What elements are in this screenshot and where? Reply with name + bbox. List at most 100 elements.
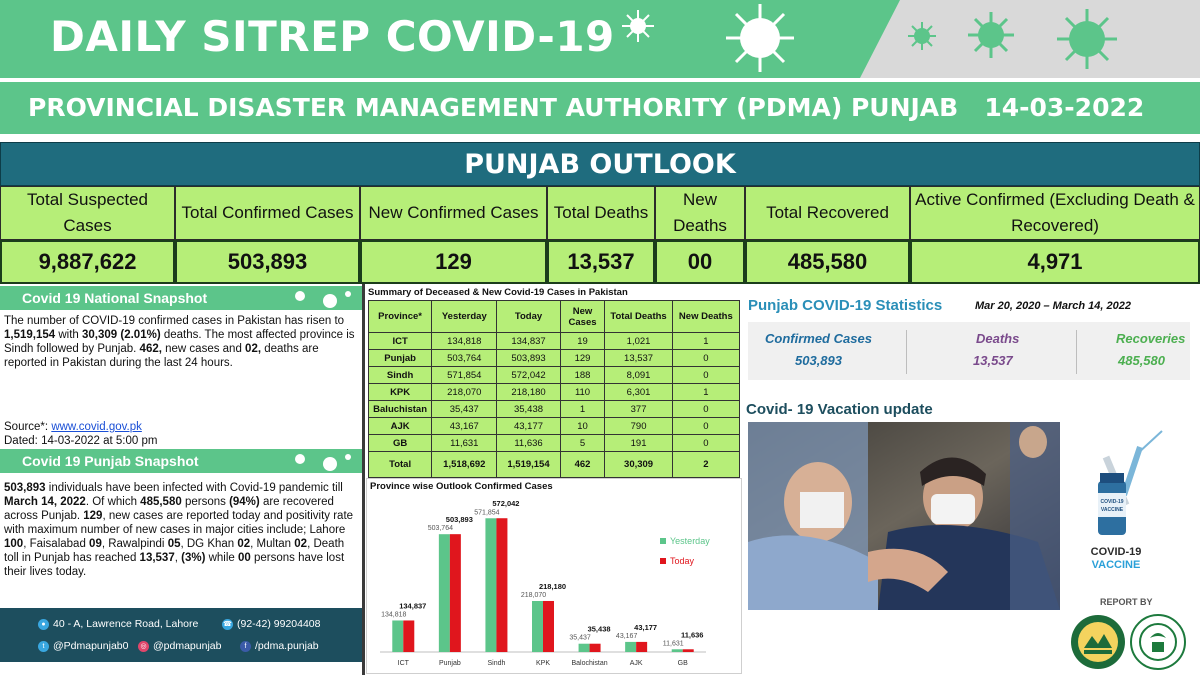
bar-yesterday bbox=[625, 641, 637, 652]
table-header: Yesterday bbox=[431, 300, 498, 333]
data-label: 218,180 bbox=[539, 582, 566, 591]
national-new-deaths: 02, bbox=[245, 343, 262, 355]
table-cell: 10 bbox=[559, 417, 606, 435]
table-cell: 218,180 bbox=[496, 383, 561, 401]
table-cell: 0 bbox=[671, 434, 741, 452]
table-header-row: Province* Yesterday Today New Cases Tota… bbox=[367, 300, 741, 333]
national-cases: 1,519,154 bbox=[4, 329, 56, 341]
instagram-handle[interactable]: @pdmapunjab bbox=[153, 640, 222, 652]
vial-text: VACCINE bbox=[1101, 507, 1124, 513]
report-date: 14-03-2022 bbox=[984, 93, 1145, 122]
vaccine-illustration: COVID-19 VACCINE COVID-19 VACCINE bbox=[1078, 425, 1168, 575]
table-cell: 1 bbox=[671, 383, 741, 401]
table-row: AJK 43,167 43,177 10 790 0 bbox=[367, 417, 741, 435]
bar-today bbox=[403, 620, 415, 652]
table-cell: 1 bbox=[671, 332, 741, 350]
punjab-outlook-table: PUNJAB OUTLOOK Total Suspected Cases Tot… bbox=[0, 142, 1200, 284]
legend-label: Yesterday bbox=[670, 536, 710, 546]
table-cell: 11,636 bbox=[496, 434, 561, 452]
punjab-stats-title: Punjab COVID-19 Statistics bbox=[748, 297, 943, 314]
instagram-item[interactable]: ◎ @pdmapunjab bbox=[138, 640, 221, 652]
address-item: ● 40 - A, Lawrence Road, Lahore bbox=[38, 618, 198, 630]
legend-swatch bbox=[660, 558, 666, 564]
table-cell: 8,091 bbox=[604, 366, 673, 384]
outlook-header-cell: Total Deaths bbox=[547, 186, 655, 240]
table-cell: Total bbox=[367, 451, 433, 478]
text-bold: 00 bbox=[238, 552, 251, 564]
table-cell: 218,070 bbox=[431, 383, 498, 401]
table-cell: 790 bbox=[604, 417, 673, 435]
data-label: 218,070 bbox=[521, 592, 546, 599]
page-title: DAILY SITREP COVID-19 bbox=[50, 12, 615, 61]
virus-dots-icon bbox=[295, 454, 351, 471]
virus-icon bbox=[1057, 9, 1117, 69]
text-bold: 02 bbox=[237, 538, 251, 550]
x-tick-label: Punjab bbox=[439, 660, 461, 667]
twitter-handle[interactable]: @Pdmapunjab0 bbox=[53, 640, 129, 652]
table-row: Baluchistan 35,437 35,438 1 377 0 bbox=[367, 400, 741, 418]
outlook-value-cell: 13,537 bbox=[547, 240, 655, 284]
twitter-item[interactable]: t @Pdmapunjab0 bbox=[38, 640, 128, 652]
bar-yesterday bbox=[578, 643, 590, 652]
table-cell: 43,177 bbox=[496, 417, 561, 435]
virus-icon bbox=[726, 4, 794, 72]
table-cell: 2 bbox=[671, 451, 741, 478]
table-row: Punjab 503,764 503,893 129 13,537 0 bbox=[367, 349, 741, 367]
outlook-title: PUNJAB OUTLOOK bbox=[0, 142, 1200, 186]
table-cell: Baluchistan bbox=[367, 400, 433, 418]
table-row: KPK 218,070 218,180 110 6,301 1 bbox=[367, 383, 741, 401]
data-label: 572,042 bbox=[492, 499, 519, 508]
table-cell: ICT bbox=[367, 332, 433, 350]
table-cell: 30,309 bbox=[604, 451, 673, 478]
stats-divider bbox=[1076, 330, 1077, 374]
table-cell: 35,438 bbox=[496, 400, 561, 418]
outlook-header-cell: New Confirmed Cases bbox=[360, 186, 547, 240]
table-cell: 503,893 bbox=[496, 349, 561, 367]
table-cell: 5 bbox=[559, 434, 606, 452]
table-row: Sindh 571,854 572,042 188 8,091 0 bbox=[367, 366, 741, 384]
text-span: , Faisalabad bbox=[23, 538, 90, 550]
table-cell: 0 bbox=[671, 366, 741, 384]
bar-yesterday bbox=[485, 518, 497, 652]
x-tick-label: Balochistan bbox=[571, 660, 607, 667]
table-cell: 129 bbox=[559, 349, 606, 367]
table-cell: 1,518,692 bbox=[431, 451, 498, 478]
bar-yesterday bbox=[532, 601, 543, 652]
phone-item: ☎ (92-42) 99204408 bbox=[222, 618, 320, 630]
recoveries-value: 485,580 bbox=[1118, 353, 1165, 368]
recoveries-label: Recoveries bbox=[1116, 331, 1186, 346]
table-cell: 1,519,154 bbox=[496, 451, 561, 478]
table-cell: KPK bbox=[367, 383, 433, 401]
vial-text: COVID-19 bbox=[1100, 499, 1123, 505]
vaccination-title: Covid- 19 Vacation update bbox=[746, 401, 933, 418]
outlook-value-cell: 503,893 bbox=[175, 240, 360, 284]
text-span: with bbox=[55, 329, 83, 341]
outlook-header-cell: Total Recovered bbox=[745, 186, 910, 240]
source-link[interactable]: www.covid.gov.pk bbox=[51, 421, 142, 433]
phone-icon: ☎ bbox=[222, 618, 233, 630]
text-bold: 503,893 bbox=[4, 482, 46, 494]
table-cell: 11,631 bbox=[431, 434, 498, 452]
text-span: deaths. The most affected province is Si… bbox=[4, 329, 355, 355]
text-bold: (3%) bbox=[181, 552, 206, 564]
table-cell: 19 bbox=[559, 332, 606, 350]
instagram-icon: ◎ bbox=[138, 640, 149, 652]
punjab-snapshot-text: 503,893 individuals have been infected w… bbox=[4, 481, 360, 579]
data-label: 43,167 bbox=[616, 633, 638, 640]
text-span: , Death toll in Punjab has reached bbox=[4, 538, 345, 564]
table-header: Total Deaths bbox=[604, 300, 673, 333]
table-cell: 0 bbox=[671, 417, 741, 435]
outlook-header-row: Total Suspected Cases Total Confirmed Ca… bbox=[0, 186, 1200, 240]
text-bold: (94%) bbox=[229, 496, 260, 508]
chart-title: Province wise Outlook Confirmed Cases bbox=[370, 481, 553, 492]
facebook-icon: f bbox=[240, 640, 251, 652]
facebook-item[interactable]: f/pdma.punjab bbox=[240, 640, 319, 652]
authority-name: PROVINCIAL DISASTER MANAGEMENT AUTHORITY… bbox=[28, 93, 959, 122]
outlook-value-cell: 129 bbox=[360, 240, 547, 284]
data-label: 134,818 bbox=[381, 611, 406, 618]
facebook-handle[interactable]: /pdma.punjab bbox=[255, 640, 319, 652]
table-cell: 188 bbox=[559, 366, 606, 384]
text-span: , Multan bbox=[250, 538, 295, 550]
text-span: individuals have been infected with Covi… bbox=[45, 482, 343, 494]
text-span: new cases and bbox=[161, 343, 246, 355]
